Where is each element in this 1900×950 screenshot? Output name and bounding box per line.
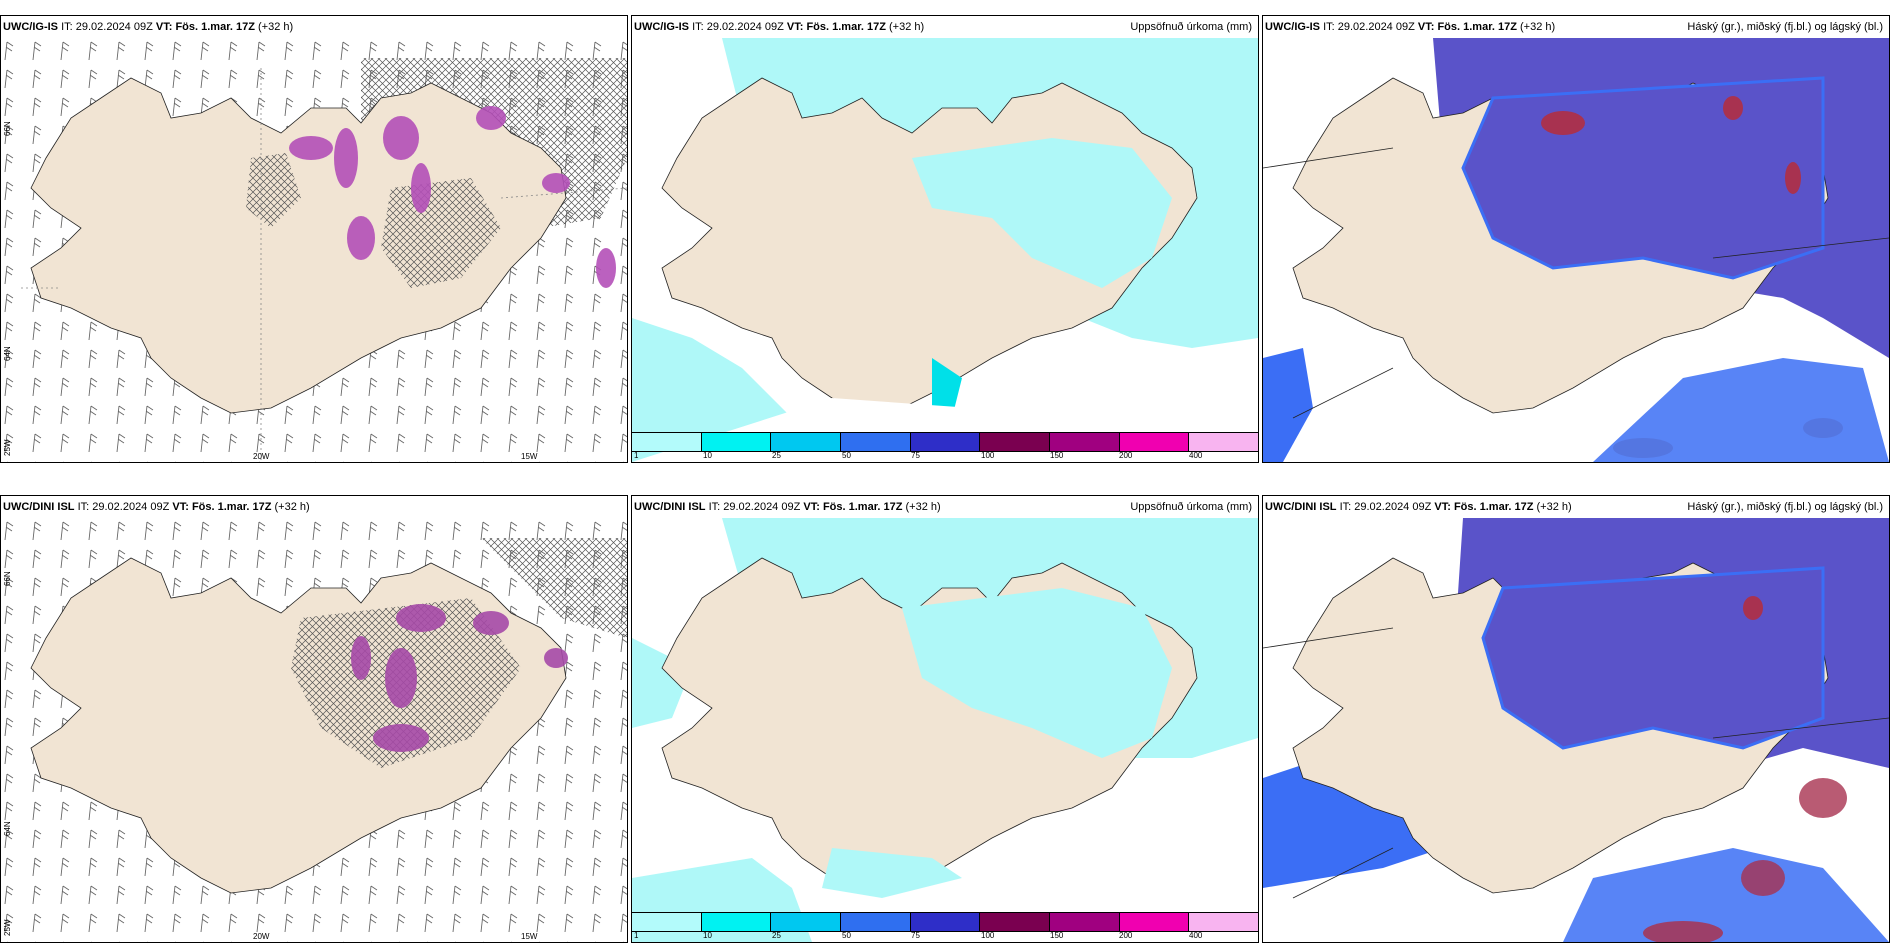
valid-time: Fös. 1.mar. 17Z — [806, 21, 886, 33]
lead-time: (+32 h) — [905, 501, 941, 513]
legend-tick: 1 — [634, 451, 639, 460]
legend-tick: 1 — [634, 931, 639, 940]
init-time: 29.02.2024 09Z — [723, 501, 801, 513]
init-time: 29.02.2024 09Z — [1337, 21, 1415, 33]
lead-time: (+32 h) — [258, 21, 294, 33]
model-name: UWC/IG-IS — [1265, 21, 1320, 33]
lon-25-label: 25W — [3, 919, 12, 936]
lon-25-label: 25W — [3, 439, 12, 456]
legend-swatch — [701, 433, 772, 451]
legend-swatch — [1119, 913, 1190, 931]
legend-swatch — [1050, 433, 1120, 451]
valid-time: Fös. 1.mar. 17Z — [175, 21, 255, 33]
map-precip — [632, 38, 1258, 462]
valid-time: Fös. 1.mar. 17Z — [1437, 21, 1517, 33]
legend-tick: 100 — [981, 451, 995, 460]
valid-time: Fös. 1.mar. 17Z — [191, 501, 272, 513]
legend-swatch — [980, 433, 1051, 451]
panel-header: UWC/DINI ISL IT: 29.02.2024 09Z VT: Fös.… — [632, 496, 1258, 518]
lon-15-label: 15W — [521, 452, 538, 461]
legend-tick: 50 — [842, 931, 851, 940]
field-title: Uppsöfnuð úrkoma (mm) — [1130, 501, 1252, 513]
init-time: 29.02.2024 09Z — [1354, 501, 1432, 513]
legend-swatch — [771, 913, 842, 931]
panel-header: UWC/DINI ISL IT: 29.02.2024 09Z VT: Fös.… — [3, 501, 310, 513]
legend-tick: 200 — [1119, 931, 1133, 940]
field-title: Háský (gr.), miðský (fj.bl.) og lágský (… — [1687, 501, 1883, 513]
valid-time: Fös. 1.mar. 17Z — [1453, 501, 1534, 513]
panel-igis-clouds: UWC/IG-IS IT: 29.02.2024 09Z VT: Fös. 1.… — [1262, 15, 1890, 463]
panel-header: UWC/IG-IS IT: 29.02.2024 09Z VT: Fös. 1.… — [632, 16, 1258, 38]
map-clouds — [1263, 518, 1889, 942]
panel-header: UWC/IG-IS IT: 29.02.2024 09Z VT: Fös. 1.… — [3, 21, 294, 33]
lat-66-label: 66N — [3, 571, 12, 586]
panel-dini-wind: UWC/DINI ISL IT: 29.02.2024 09Z VT: Fös.… — [0, 495, 628, 943]
lon-20-label: 20W — [253, 452, 270, 461]
legend-tick: 150 — [1050, 451, 1064, 460]
model-name: UWC/DINI ISL — [3, 501, 75, 513]
legend-tick: 25 — [772, 451, 781, 460]
lon-15-label: 15W — [521, 932, 538, 941]
legend-swatch — [1189, 433, 1258, 451]
iceland-land — [30, 77, 567, 414]
precip-legend: 1 10 25 50 75 100 150 200 400 — [632, 432, 1258, 462]
legend-swatch — [1050, 913, 1120, 931]
lat-66-label: 66N — [3, 121, 12, 136]
legend-swatch — [632, 913, 702, 931]
map-wind — [1, 518, 627, 942]
lat-64-label: 64N — [3, 821, 12, 836]
panel-header: UWC/IG-IS IT: 29.02.2024 09Z VT: Fös. 1.… — [1263, 16, 1889, 38]
legend-swatch — [910, 913, 981, 931]
legend-tick: 75 — [911, 931, 920, 940]
map-precip — [632, 518, 1258, 942]
map-wind — [1, 38, 627, 462]
legend-swatch — [1119, 433, 1190, 451]
legend-swatch — [632, 433, 702, 451]
legend-tick: 100 — [981, 931, 995, 940]
legend-tick: 400 — [1189, 451, 1203, 460]
field-title: Uppsöfnuð úrkoma (mm) — [1130, 21, 1252, 33]
legend-swatch — [771, 433, 842, 451]
lon-20-label: 20W — [253, 932, 270, 941]
model-name: UWC/DINI ISL — [634, 501, 706, 513]
legend-swatch — [841, 433, 911, 451]
legend-tick: 200 — [1119, 451, 1133, 460]
precip-legend: 1 10 25 50 75 100 150 200 400 — [632, 912, 1258, 942]
legend-tick: 25 — [772, 931, 781, 940]
init-time: 29.02.2024 09Z — [706, 21, 784, 33]
init-time: 29.02.2024 09Z — [92, 501, 170, 513]
model-name: UWC/IG-IS — [634, 21, 689, 33]
legend-swatch — [701, 913, 772, 931]
lead-time: (+32 h) — [1520, 21, 1556, 33]
legend-tick: 10 — [703, 451, 712, 460]
legend-swatch — [841, 913, 911, 931]
legend-tick: 10 — [703, 931, 712, 940]
init-time: 29.02.2024 09Z — [75, 21, 153, 33]
lead-time: (+32 h) — [1536, 501, 1572, 513]
lat-64-label: 64N — [3, 346, 12, 361]
legend-tick: 400 — [1189, 931, 1203, 940]
panel-dini-clouds: UWC/DINI ISL IT: 29.02.2024 09Z VT: Fös.… — [1262, 495, 1890, 943]
legend-tick: 75 — [911, 451, 920, 460]
lead-time: (+32 h) — [889, 21, 925, 33]
legend-swatch — [910, 433, 981, 451]
valid-time: Fös. 1.mar. 17Z — [822, 501, 903, 513]
panel-header: UWC/DINI ISL IT: 29.02.2024 09Z VT: Fös.… — [1263, 496, 1889, 518]
model-name: UWC/IG-IS — [3, 21, 58, 33]
panel-igis-wind: UWC/IG-IS IT: 29.02.2024 09Z VT: Fös. 1.… — [0, 15, 628, 463]
map-clouds — [1263, 38, 1889, 462]
legend-swatch — [1189, 913, 1258, 931]
legend-tick: 150 — [1050, 931, 1064, 940]
panel-igis-precip: UWC/IG-IS IT: 29.02.2024 09Z VT: Fös. 1.… — [631, 15, 1259, 463]
model-name: UWC/DINI ISL — [1265, 501, 1337, 513]
panel-dini-precip: UWC/DINI ISL IT: 29.02.2024 09Z VT: Fös.… — [631, 495, 1259, 943]
legend-swatch — [980, 913, 1051, 931]
legend-tick: 50 — [842, 451, 851, 460]
field-title: Háský (gr.), miðský (fj.bl.) og lágský (… — [1687, 21, 1883, 33]
lead-time: (+32 h) — [274, 501, 310, 513]
